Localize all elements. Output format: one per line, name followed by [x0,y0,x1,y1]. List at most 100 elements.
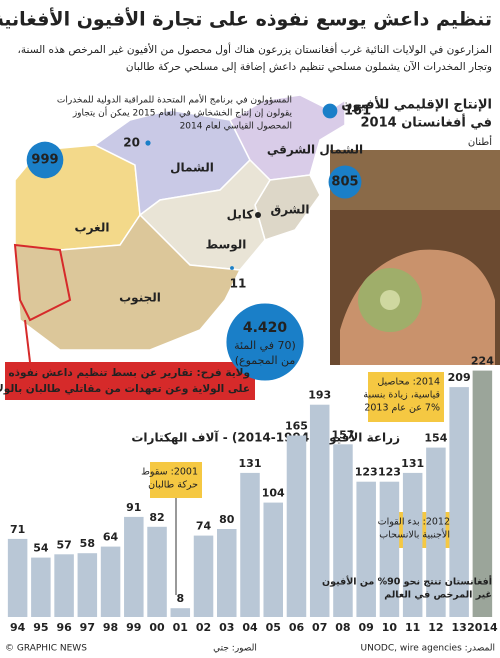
bar [124,516,144,617]
region-label: الوسط [206,238,247,253]
subtitle: المزارعون في الولايات النائية غرب أفغانس… [18,42,492,56]
bar [77,553,98,617]
bubble-label: 805 [331,175,358,190]
bar [426,447,446,617]
bar [193,535,214,617]
credit: © GRAPHIC NEWS [5,644,87,654]
region-label: الجنوب [119,291,161,306]
annotation: قياسية، زيادة بنسبة [363,390,440,401]
x-tick-label: 98 [103,621,118,634]
x-tick-label: 96 [56,621,72,634]
map-title: في أفغانستان 2014 [361,114,493,131]
region-label: الغرب [75,221,110,235]
x-tick-label: 94 [10,621,26,634]
value-label: 58 [80,537,95,550]
bubble [26,141,64,179]
farah-outline [13,243,72,322]
note: المحصول القياسي لعام 2014 [180,122,292,132]
annotation: 2014: محاصيل [377,377,440,388]
x-tick-label: 12 [428,621,443,634]
annotation-box [368,372,444,422]
map-title: الإنتاج الإقليمي للأفيون [341,96,492,113]
value-label: 131 [239,457,262,470]
bubble [328,165,362,199]
value-label: 123 [378,466,401,479]
x-tick-label: 13 [451,621,466,634]
bar [472,370,493,617]
bar [309,404,330,617]
city-dot [255,212,261,218]
bubble-share: من المجموع) [235,354,296,367]
x-tick-label: 02 [196,621,211,634]
bar [54,554,74,617]
x-tick-label: 10 [382,621,398,634]
bar [286,435,307,617]
value-label: 91 [126,501,141,514]
bubble-share: (70 في المئة [234,339,296,352]
value-label: 71 [10,523,25,536]
value-label: 8 [176,592,184,605]
bubble-label: 11 [230,277,247,291]
value-label: 165 [285,420,308,433]
note: المسؤولون في برنامج الأمم المتحدة للمراق… [57,94,292,106]
bar [147,526,167,617]
x-tick-label: 97 [80,621,95,634]
bar [379,481,400,617]
x-tick-label: 01 [173,621,188,634]
annotation-box [150,462,202,498]
bar [100,546,121,617]
x-tick-label: 08 [335,621,350,634]
value-label: 209 [448,371,471,384]
x-tick-label: 09 [359,621,374,634]
map [13,94,346,363]
x-tick-label: 03 [219,621,234,634]
bubble [322,103,338,119]
value-label: 57 [56,538,71,551]
x-tick-label: 06 [289,621,305,634]
bar [263,502,283,617]
value-label: 64 [103,531,119,544]
bubble-label: 4.420 [243,320,288,336]
bubble [226,303,304,381]
x-tick-label: 95 [33,621,48,634]
region-label: كابل [227,208,254,222]
x-tick-label: 11 [405,621,420,634]
bar [449,387,469,617]
callout-text: ولاية فرح: تقارير عن بسط تنظيم داعش نفوذ… [8,367,250,379]
annotation: حركة طالبان [148,480,198,491]
photo-credit: الصور: جتي [213,644,257,654]
value-label: 224 [471,355,494,368]
x-tick-label: 07 [312,621,327,634]
annotation: غير المرخص في العالم [384,590,492,601]
value-label: 131 [401,457,424,470]
bar [356,481,376,617]
value-label: 157 [331,428,354,441]
callout-text: على الولاية وعن تعهدات من مقاتلي طالبان … [0,383,250,395]
bubble-label: 999 [31,153,58,168]
callout-line [24,319,31,363]
subtitle: وتجار المخدرات الآن يشملون مسلحي تنظيم د… [126,60,492,73]
x-tick-label: 05 [266,621,281,634]
bar [240,472,260,617]
bubble-label: 20 [123,136,140,150]
annotation: أفغانستان تنتج نحو 90% من الأفيون [322,575,492,588]
bubble [230,266,234,270]
value-label: 154 [424,432,447,445]
x-tick-label: 2014 [467,621,498,634]
value-label: 80 [219,513,235,526]
value-label: 123 [355,466,378,479]
annotation: 2012: بدء القوات [378,517,450,528]
value-label: 82 [149,511,164,524]
bar [170,608,191,617]
annotation: 2001: سقوط [141,467,198,478]
bubble [145,140,151,146]
annotation: 7% عن عام 2013 [364,403,440,414]
map-unit: أطنان [468,135,492,148]
chart-title: زراعة الأفيون (1994-2014) - آلاف الهكتار… [131,430,400,446]
value-label: 104 [262,487,285,500]
title: تنظيم داعش يوسع نفوذه على تجارة الأفيون … [0,8,492,31]
bar [402,472,423,617]
source: المصدر: UNODC, wire agencies [361,644,495,654]
value-label: 74 [196,520,212,533]
